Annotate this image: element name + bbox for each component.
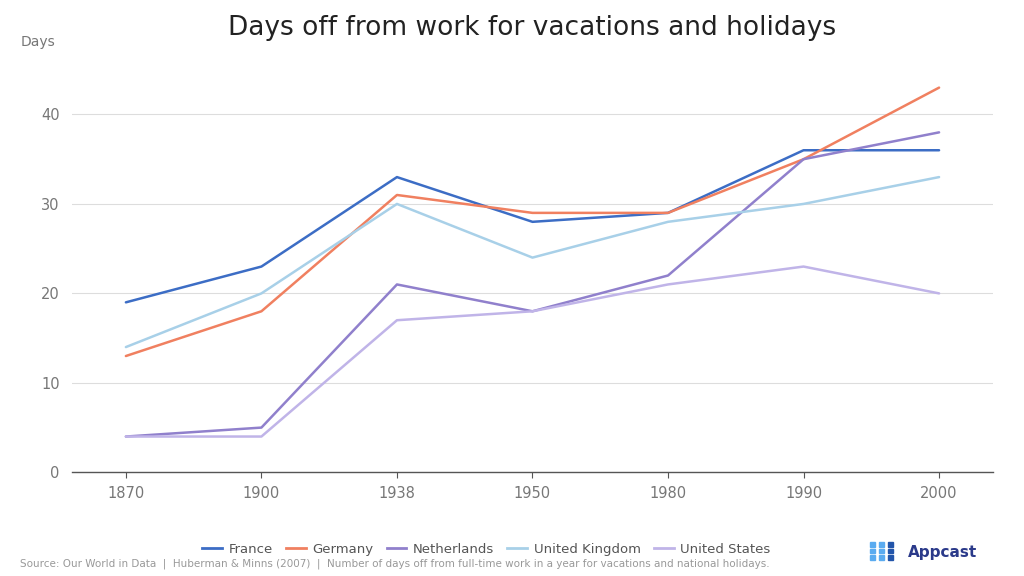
Title: Days off from work for vacations and holidays: Days off from work for vacations and hol… [228, 15, 837, 41]
Text: Days: Days [22, 35, 55, 49]
Legend: France, Germany, Netherlands, United Kingdom, United States: France, Germany, Netherlands, United Kin… [197, 538, 776, 562]
Text: Appcast: Appcast [908, 545, 978, 560]
Text: Source: Our World in Data  |  Huberman & Minns (2007)  |  Number of days off fro: Source: Our World in Data | Huberman & M… [20, 559, 770, 569]
